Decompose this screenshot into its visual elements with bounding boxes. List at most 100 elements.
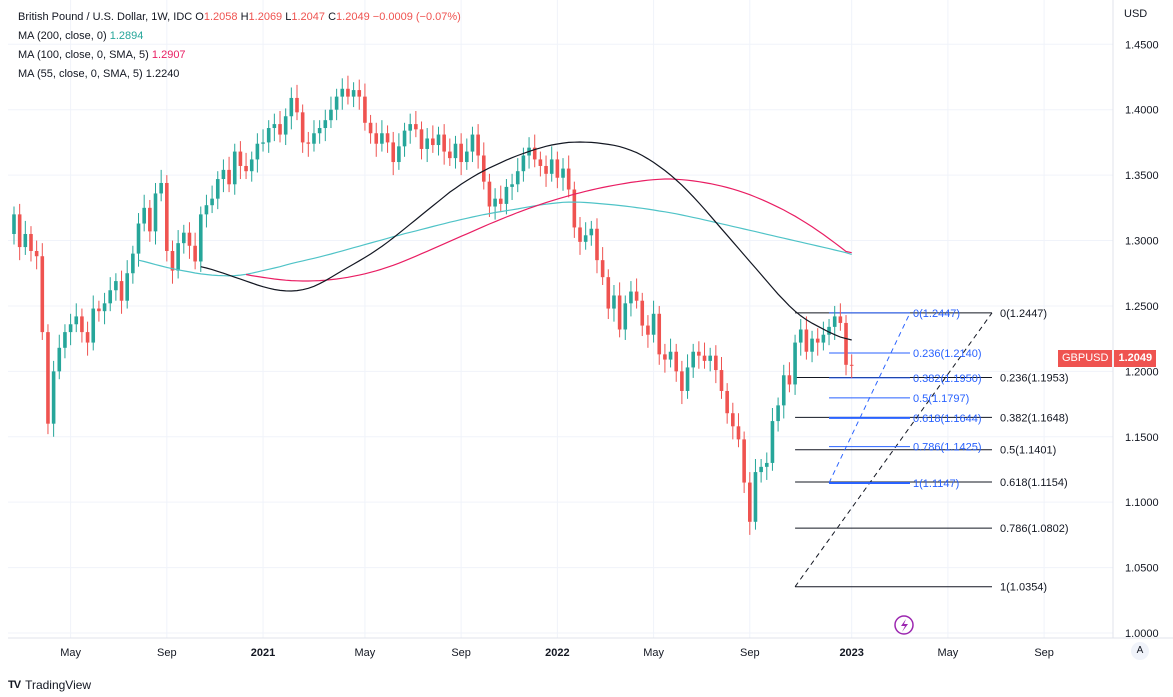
- candle: [136, 213, 141, 267]
- candle-body: [589, 228, 594, 236]
- candle-body: [215, 179, 220, 199]
- candle: [714, 345, 718, 384]
- candle-body: [125, 273, 129, 301]
- candle: [663, 343, 667, 373]
- candle: [108, 277, 113, 312]
- candle-body: [798, 329, 803, 343]
- candle-body: [844, 322, 848, 365]
- candle: [555, 151, 560, 189]
- candles: [12, 75, 854, 535]
- candle: [731, 402, 735, 440]
- candle-body: [85, 332, 90, 343]
- auto-scale-button[interactable]: A: [1131, 642, 1149, 660]
- y-tick-label: 1.4500: [1125, 39, 1159, 51]
- fib-level-label: 0.618(1.1154): [1000, 477, 1068, 489]
- footer-brand[interactable]: TV TradingView: [8, 678, 91, 692]
- candle: [510, 173, 514, 200]
- candle-body: [646, 325, 650, 335]
- candle: [300, 104, 305, 153]
- ma55-legend[interactable]: MA (55, close, 0, SMA, 5) 1.2240: [18, 68, 180, 80]
- candle: [702, 342, 707, 369]
- ma100-legend[interactable]: MA (100, close, 0, SMA, 5) 1.2907: [18, 49, 186, 61]
- candle: [57, 334, 62, 380]
- candle: [436, 126, 441, 156]
- candle: [844, 315, 848, 376]
- candle-body: [272, 124, 277, 129]
- candle: [476, 124, 480, 169]
- event-icon[interactable]: [894, 615, 914, 635]
- candle: [646, 315, 650, 348]
- x-tick-label: May: [938, 647, 959, 659]
- candle: [606, 269, 611, 320]
- candle: [17, 203, 22, 261]
- candle: [74, 303, 79, 333]
- candle: [431, 125, 435, 153]
- candle: [289, 87, 294, 130]
- candle-body: [300, 112, 305, 143]
- close-value: 1.2049: [336, 11, 370, 23]
- candle: [736, 413, 741, 448]
- x-tick-label: May: [60, 647, 81, 659]
- ma200-legend[interactable]: MA (200, close, 0) 1.2894: [18, 30, 144, 42]
- fib-blue-level-label: 0.382(1.1950): [913, 373, 982, 385]
- candle: [532, 134, 537, 168]
- candle: [295, 84, 299, 121]
- candle: [402, 122, 407, 157]
- candle: [804, 316, 809, 360]
- candle-body: [346, 88, 350, 97]
- change-value: −0.0009 (−0.07%): [372, 11, 461, 23]
- candle: [351, 82, 356, 108]
- candle-body: [697, 351, 701, 356]
- candle: [193, 232, 197, 270]
- candle: [759, 459, 763, 483]
- candle: [317, 120, 322, 144]
- candle-body: [476, 134, 480, 156]
- candle-body: [538, 159, 543, 166]
- fib-level-label: 0(1.2447): [1000, 308, 1047, 320]
- x-tick-label: Sep: [740, 647, 760, 659]
- ma100-line: [245, 178, 852, 282]
- candle-body: [17, 214, 22, 248]
- candle: [334, 88, 339, 121]
- candle-body: [187, 232, 192, 246]
- candle: [159, 169, 163, 202]
- candle: [595, 218, 599, 274]
- y-tick-label: 1.4000: [1125, 105, 1159, 117]
- candle: [640, 292, 645, 337]
- fib-blue-level-label: 0.236(1.2140): [913, 348, 982, 360]
- candle: [23, 220, 28, 255]
- candle: [425, 128, 429, 163]
- candle: [363, 83, 367, 131]
- candle-body: [600, 260, 605, 278]
- candle-body: [578, 227, 582, 242]
- candle-body: [764, 462, 769, 467]
- candle: [453, 135, 458, 169]
- candle-body: [232, 151, 237, 185]
- candle-body: [170, 250, 175, 271]
- candle: [68, 313, 73, 346]
- y-axis: 1.0000 1.0500 1.1000 1.1500 1.2000 1.2500 1.30…: [1112, 0, 1159, 640]
- candle-body: [748, 482, 752, 522]
- y-tick-label: 1.3500: [1125, 170, 1159, 182]
- currency-label[interactable]: USD: [1124, 8, 1148, 20]
- candle-body: [566, 168, 571, 190]
- candle: [691, 343, 695, 378]
- symbol-row[interactable]: British Pound / U.S. Dollar, 1W, IDC O1.…: [18, 11, 461, 23]
- candle: [34, 240, 39, 270]
- candle-body: [74, 316, 79, 325]
- x-tick-label: 2021: [251, 647, 275, 659]
- candle: [187, 222, 192, 259]
- candle: [385, 125, 390, 153]
- candle: [102, 292, 107, 325]
- candle-body: [312, 133, 316, 144]
- candle: [114, 273, 118, 301]
- candle: [753, 459, 758, 530]
- candle-body: [148, 207, 152, 232]
- candle-body: [725, 390, 729, 414]
- candle-body: [504, 186, 509, 204]
- chart-legend: British Pound / U.S. Dollar, 1W, IDC O1.…: [18, 8, 461, 84]
- candle-body: [487, 181, 492, 207]
- candle: [340, 78, 345, 110]
- candle: [148, 199, 152, 242]
